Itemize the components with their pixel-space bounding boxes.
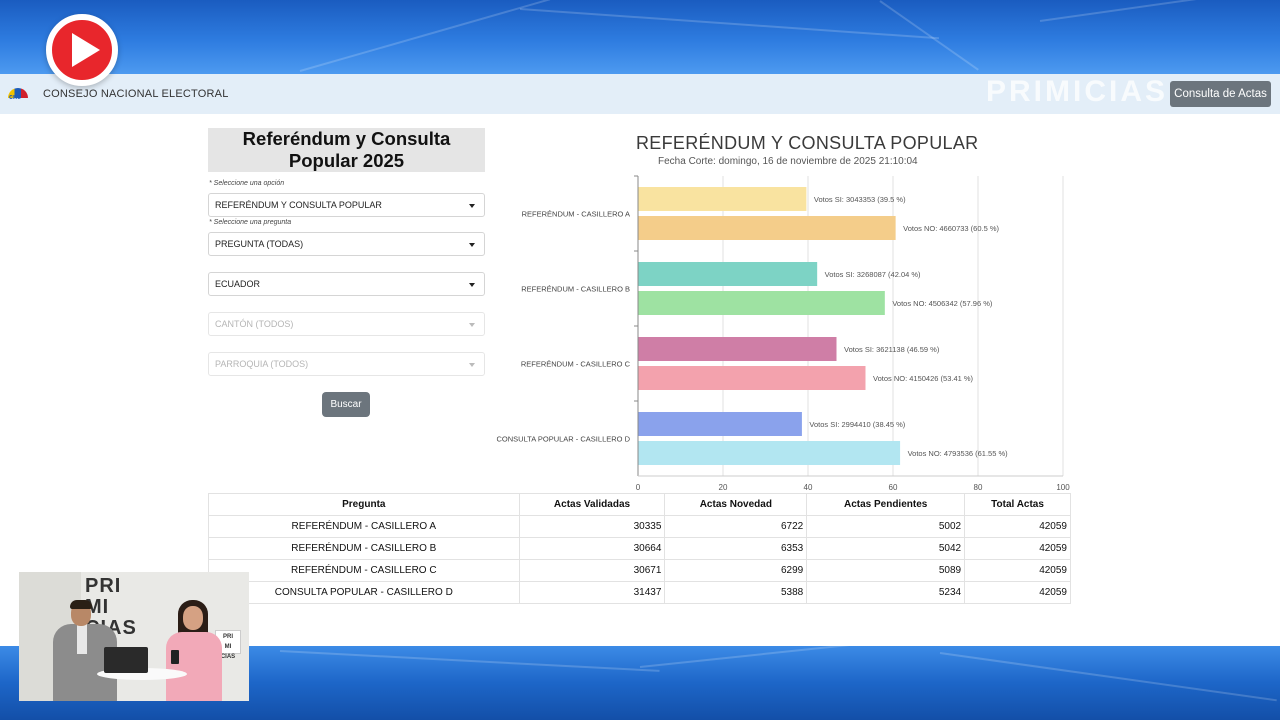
table-cell: 30335	[518, 515, 666, 538]
webcam-sign-line: MI	[224, 644, 232, 650]
question-select-value: PREGUNTA (TODAS)	[215, 239, 304, 249]
page-title: Referéndum y Consulta Popular 2025	[208, 128, 485, 172]
column-header: Actas Validadas	[518, 493, 666, 516]
phone-icon	[171, 650, 179, 664]
navbar: cne CONSEJO NACIONAL ELECTORAL	[0, 74, 1280, 114]
table-row: REFERÉNDUM - CASILLERO B 30664 6353 5042…	[208, 537, 1071, 560]
consulta-actas-button[interactable]: Consulta de Actas	[1170, 81, 1271, 107]
table-cell: CONSULTA POPULAR - CASILLERO D	[208, 581, 520, 604]
bar-data-label: Votos NO: 4793536 (61.55 %)	[908, 449, 1009, 458]
results-bar-chart: 0 20 40 60 80 100 REFERÉNDUM - CASILLERO A REFE…	[496, 175, 1070, 492]
org-name: CONSEJO NACIONAL ELECTORAL	[43, 88, 229, 100]
webcam-sign-line: PRI	[222, 634, 233, 640]
bar	[638, 291, 885, 315]
column-header: Total Actas	[964, 493, 1071, 516]
option-select-value: REFERÉNDUM Y CONSULTA POPULAR	[215, 200, 382, 210]
option-select[interactable]: REFERÉNDUM Y CONSULTA POPULAR	[208, 193, 485, 217]
chevron-down-icon	[469, 323, 475, 327]
webcam-sign-line: CIAS	[220, 654, 236, 660]
chevron-down-icon	[469, 363, 475, 367]
bar	[638, 412, 802, 436]
option-hint: * Seleccione una opción	[209, 180, 285, 187]
canton-select[interactable]: CANTÓN (TODOS)	[208, 312, 485, 336]
x-tick-label: 20	[719, 483, 728, 492]
category-label: CONSULTA POPULAR - CASILLERO D	[496, 435, 630, 444]
parish-select-value: PARROQUIA (TODOS)	[215, 359, 309, 369]
bar-data-label: Votos SI: 3043353 (39.5 %)	[814, 195, 906, 204]
table-cell: 5234	[806, 581, 966, 604]
table-cell: 42059	[964, 581, 1071, 604]
table-cell: 42059	[964, 515, 1071, 538]
table-cell: 5388	[664, 581, 808, 604]
bar-data-label: Votos NO: 4506342 (57.96 %)	[892, 299, 993, 308]
cne-logo-text: cne	[9, 94, 22, 101]
bar-data-label: Votos SI: 3621138 (46.59 %)	[844, 345, 940, 354]
bar-data-label: Votos NO: 4150426 (53.41 %)	[873, 374, 974, 383]
channel-play-logo-icon	[46, 14, 118, 86]
primicias-watermark: PRIMICIAS	[986, 75, 1169, 108]
column-header: Pregunta	[208, 493, 520, 516]
category-label: REFERÉNDUM - CASILLERO C	[521, 360, 631, 369]
chevron-down-icon	[469, 204, 475, 208]
canton-select-value: CANTÓN (TODOS)	[215, 319, 294, 329]
bar	[638, 366, 866, 390]
table-cell: 30664	[518, 537, 666, 560]
table-cell: REFERÉNDUM - CASILLERO B	[208, 537, 520, 560]
background-top-banner	[0, 0, 1280, 74]
table-row: CONSULTA POPULAR - CASILLERO D 31437 538…	[208, 581, 1071, 604]
table-cell: 6722	[664, 515, 808, 538]
question-hint: * Seleccione una pregunta	[209, 219, 292, 226]
bar-data-label: Votos SI: 2994410 (38.45 %)	[809, 420, 905, 429]
x-tick-label: 0	[636, 483, 641, 492]
bar	[638, 337, 837, 361]
table-cell: 30671	[518, 559, 666, 582]
x-tick-label: 100	[1056, 483, 1070, 492]
table-cell: 6299	[664, 559, 808, 582]
results-table: Pregunta Actas Validadas Actas Novedad A…	[208, 493, 1071, 604]
bar	[638, 216, 896, 240]
table-cell: REFERÉNDUM - CASILLERO C	[208, 559, 520, 582]
chevron-down-icon	[469, 243, 475, 247]
table-cell: 5042	[806, 537, 966, 560]
chart-subtitle: Fecha Corte: domingo, 16 de noviembre de…	[658, 156, 918, 167]
table-row: REFERÉNDUM - CASILLERO A 30335 6722 5002…	[208, 515, 1071, 538]
presenter-female	[164, 600, 224, 701]
webcam-overlay: PRI MI CIAS PRI MI CIAS	[19, 572, 249, 701]
laptop-icon	[104, 647, 148, 673]
chevron-down-icon	[469, 283, 475, 287]
table-cell: 5002	[806, 515, 966, 538]
search-button[interactable]: Buscar	[322, 392, 370, 417]
province-select[interactable]: ECUADOR	[208, 272, 485, 296]
table-header-row: Pregunta Actas Validadas Actas Novedad A…	[208, 493, 1071, 516]
category-label: REFERÉNDUM - CASILLERO B	[521, 285, 630, 294]
x-tick-label: 80	[974, 483, 983, 492]
bar	[638, 262, 818, 286]
bar	[638, 187, 807, 211]
bar-data-label: Votos NO: 4660733 (60.5 %)	[903, 224, 999, 233]
table-cell: 31437	[518, 581, 666, 604]
table-row: REFERÉNDUM - CASILLERO C 30671 6299 5089…	[208, 559, 1071, 582]
table-cell: 42059	[964, 537, 1071, 560]
province-select-value: ECUADOR	[215, 279, 261, 289]
chart-title: REFERÉNDUM Y CONSULTA POPULAR	[636, 133, 979, 153]
cne-logo-icon: cne	[8, 88, 28, 102]
column-header: Actas Novedad	[664, 493, 808, 516]
question-select[interactable]: PREGUNTA (TODAS)	[208, 232, 485, 256]
bar-data-label: Votos SI: 3268087 (42.04 %)	[825, 270, 921, 279]
category-label: REFERÉNDUM - CASILLERO A	[522, 210, 630, 219]
x-tick-label: 60	[889, 483, 898, 492]
table-cell: REFERÉNDUM - CASILLERO A	[208, 515, 520, 538]
table-cell: 42059	[964, 559, 1071, 582]
table-cell: 6353	[664, 537, 808, 560]
webcam-brand-line: PRI	[85, 575, 122, 597]
x-tick-label: 40	[804, 483, 813, 492]
table-cell: 5089	[806, 559, 966, 582]
bar	[638, 441, 901, 465]
parish-select[interactable]: PARROQUIA (TODOS)	[208, 352, 485, 376]
column-header: Actas Pendientes	[806, 493, 966, 516]
